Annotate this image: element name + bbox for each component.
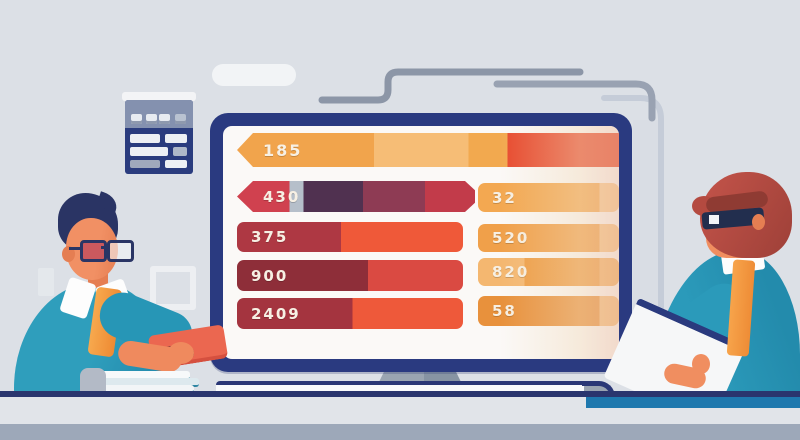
wall-frame: [150, 266, 196, 310]
calendar-cell: [165, 160, 187, 168]
calendar-cell: [130, 147, 168, 156]
right-person-ear: [752, 214, 765, 230]
left-person-hand: [168, 342, 194, 364]
glasses-icon: [107, 240, 134, 262]
glasses-bridge: [101, 246, 108, 249]
calendar-header-cell: [146, 114, 157, 124]
bar-label: 900: [251, 266, 289, 285]
screen-bar-left-3: 900: [237, 260, 463, 291]
bar-label: 58: [492, 302, 517, 320]
screen-bar-left-4: 2409: [237, 298, 463, 329]
monitor-screen: 185 430 375 900 2409 32 520 820: [223, 126, 619, 359]
desk-edge-line: [0, 391, 800, 397]
calendar-header-cell: [131, 114, 142, 124]
bar-label: 185: [263, 140, 303, 160]
right-person-thumb: [692, 354, 710, 374]
sunglasses-glint: [707, 213, 721, 226]
calendar-header-cell: [175, 114, 186, 124]
wall-panel: [38, 268, 54, 296]
desk-base: [0, 424, 800, 440]
screen-bar-right-4: 58: [478, 296, 619, 326]
glasses-icon: [80, 240, 107, 262]
wall-calendar: [125, 100, 193, 174]
calendar-cell: [130, 134, 160, 143]
screen-bar-banner: 185: [237, 133, 619, 167]
bar-label: 32: [492, 188, 517, 207]
screen-bar-right-2: 520: [478, 224, 619, 252]
desk-blue-strip: [586, 396, 800, 408]
bar-label: 820: [492, 263, 530, 281]
bar-label: 430: [263, 187, 301, 206]
bar-label: 520: [492, 229, 530, 247]
screen-bar-left-2: 375: [237, 222, 463, 252]
bar-label: 2409: [251, 304, 301, 323]
calendar-cell: [165, 134, 187, 143]
calendar-cell: [173, 147, 187, 156]
calendar-header-cell: [159, 114, 170, 124]
left-person-ear: [62, 246, 75, 262]
screen-bar-right-1: 32: [478, 183, 619, 212]
calendar-cell: [130, 160, 160, 168]
screen-bar-right-3: 820: [478, 258, 619, 286]
screen-bar-left-1: 430: [237, 181, 475, 212]
chair-armrest: [80, 368, 106, 394]
glasses-temple: [69, 247, 81, 250]
wall-calendar-lid: [122, 92, 196, 101]
bar-label: 375: [251, 228, 289, 246]
cloud-shape: [212, 64, 296, 86]
monitor: 185 430 375 900 2409 32 520 820: [210, 113, 632, 372]
